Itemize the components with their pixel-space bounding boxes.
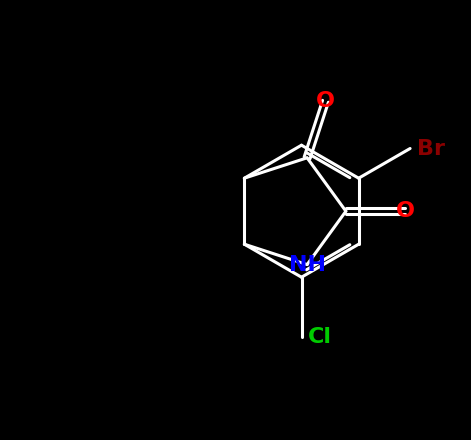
Text: Cl: Cl: [308, 326, 332, 347]
Text: NH: NH: [289, 255, 325, 275]
Text: Br: Br: [417, 139, 445, 158]
Text: O: O: [396, 201, 415, 221]
Text: O: O: [316, 92, 335, 111]
